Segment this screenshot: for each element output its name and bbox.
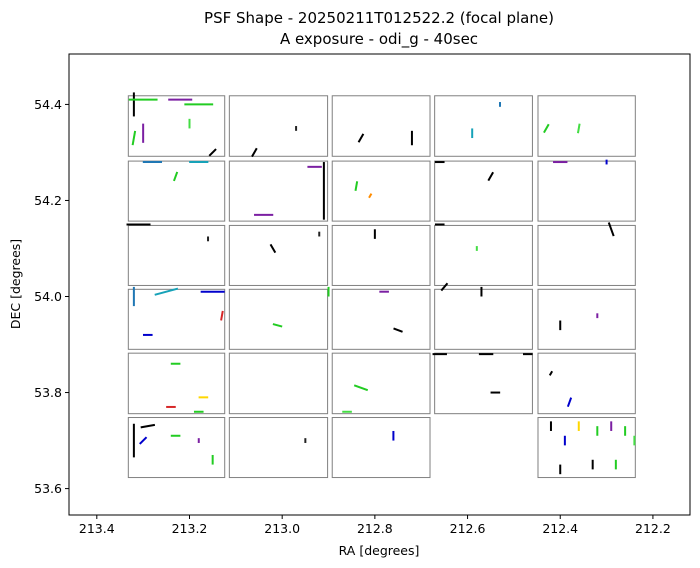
ota-chip (434, 352, 533, 415)
ota-chip (434, 288, 533, 350)
ota-chip (537, 288, 636, 350)
psf-whisker (357, 133, 365, 143)
ota-chip (434, 224, 533, 286)
ota-chip (331, 352, 431, 415)
plot-frame (68, 53, 691, 516)
ota-chip (331, 160, 431, 222)
ota-chip (331, 417, 431, 479)
ota-chip (331, 224, 431, 286)
ota-chip (127, 224, 226, 286)
x-tick-label: 212.6 (450, 521, 486, 536)
psf-whisker (393, 327, 403, 333)
ota-chip (127, 288, 226, 350)
x-tick-label: 212.2 (635, 521, 671, 536)
psf-whiskers (126, 92, 636, 475)
chart-subtitle: A exposure - odi_g - 40sec (280, 30, 478, 49)
ota-chip (537, 95, 636, 157)
x-tick-label: 212.4 (542, 521, 578, 536)
ota-chip (537, 224, 636, 286)
psf-whisker (208, 148, 217, 157)
psf-whisker (251, 147, 258, 158)
y-tick-label: 53.8 (34, 385, 62, 400)
psf-whisker (140, 423, 156, 429)
ota-chip (228, 352, 329, 415)
ota-chip (537, 417, 636, 479)
x-tick-label: 213.0 (264, 521, 300, 536)
ota-chips (127, 95, 636, 479)
x-tick-label: 212.8 (357, 521, 393, 536)
ota-chip (228, 288, 329, 350)
psf-whisker (220, 310, 224, 321)
psf-whisker (576, 123, 581, 134)
psf-whisker (354, 181, 359, 191)
ota-chip (228, 417, 329, 479)
x-axis-label: RA [degrees] (339, 543, 420, 558)
psf-whisker (173, 171, 179, 182)
psf-whisker (548, 370, 554, 376)
x-tick-label: 213.4 (79, 521, 115, 536)
ota-chip (434, 160, 533, 222)
psf-whisker (272, 323, 283, 328)
y-tick-label: 54.2 (34, 193, 62, 208)
y-axis-ticks: 53.6 53.8 54.0 54.2 54.4 (34, 97, 69, 496)
psf-whisker (131, 130, 137, 146)
x-tick-label: 213.2 (172, 521, 208, 536)
ota-chip (537, 352, 636, 415)
ota-chip (331, 95, 431, 157)
psf-whisker (566, 397, 573, 408)
psf-whisker (607, 222, 615, 237)
ota-chip (537, 160, 636, 222)
chart-title: PSF Shape - 20250211T012522.2 (focal pla… (204, 9, 554, 27)
x-axis-ticks: 213.4 213.2 213.0 212.8 212.6 212.4 212.2 (79, 515, 671, 536)
y-tick-label: 54.0 (34, 289, 62, 304)
ota-chip (434, 95, 533, 157)
ota-chip (228, 95, 329, 157)
psf-whisker (154, 287, 179, 296)
psf-whisker (543, 123, 550, 134)
psf-whisker (440, 282, 449, 292)
ota-chip (127, 95, 226, 157)
y-axis-label: DEC [degrees] (8, 239, 23, 329)
psf-whisker (353, 384, 369, 392)
psf-whisker (487, 171, 494, 182)
psf-whisker (269, 243, 277, 254)
y-tick-label: 54.4 (34, 97, 62, 112)
ota-chip (127, 417, 226, 479)
ota-chip (228, 224, 329, 286)
ota-chip (127, 352, 226, 415)
ota-chip (127, 160, 226, 222)
psf-whisker (368, 193, 373, 199)
psf-whisker (139, 436, 148, 445)
y-tick-label: 53.6 (34, 481, 62, 496)
ota-chip (228, 160, 329, 222)
ota-chip (331, 288, 431, 350)
